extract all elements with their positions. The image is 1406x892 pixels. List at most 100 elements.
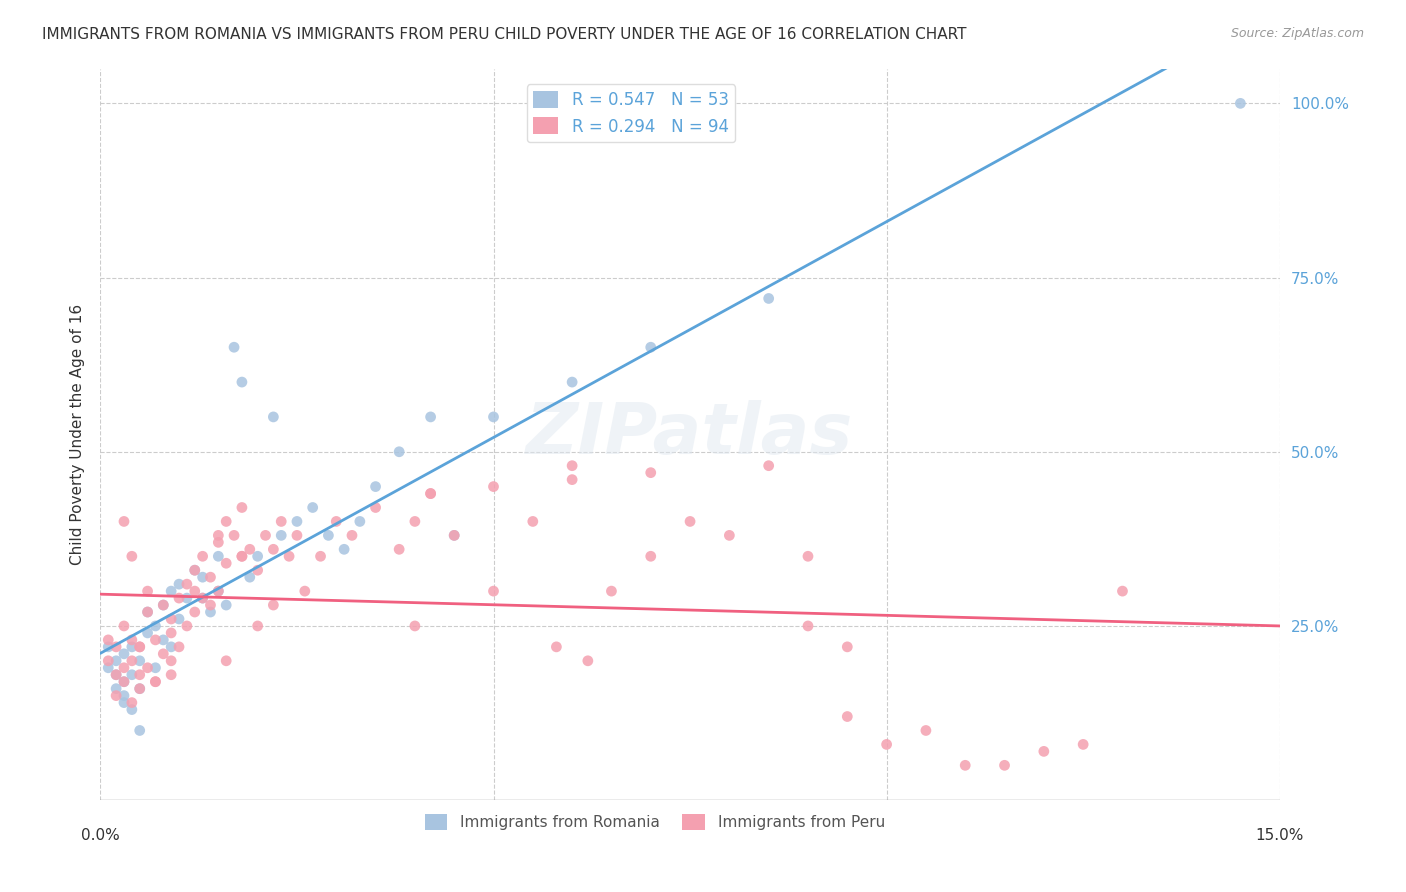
Point — [758, 292, 780, 306]
Point — [758, 458, 780, 473]
Point — [184, 584, 207, 599]
Point — [136, 584, 159, 599]
Point — [640, 340, 662, 354]
Point — [176, 577, 198, 591]
Point — [128, 654, 150, 668]
Point — [246, 563, 269, 577]
Point — [1032, 744, 1054, 758]
Point — [262, 409, 284, 424]
Point — [97, 640, 120, 654]
Point — [112, 696, 135, 710]
Point — [222, 340, 245, 354]
Point — [600, 584, 623, 599]
Point — [105, 667, 128, 681]
Point — [718, 528, 741, 542]
Point — [915, 723, 938, 738]
Text: Source: ZipAtlas.com: Source: ZipAtlas.com — [1230, 27, 1364, 40]
Point — [262, 598, 284, 612]
Point — [207, 549, 229, 564]
Text: ZIPatlas: ZIPatlas — [526, 400, 853, 469]
Point — [482, 480, 505, 494]
Point — [145, 632, 167, 647]
Point — [231, 500, 253, 515]
Point — [294, 584, 316, 599]
Point — [246, 549, 269, 564]
Point — [160, 626, 183, 640]
Point — [318, 528, 340, 542]
Point — [270, 528, 292, 542]
Point — [145, 674, 167, 689]
Point — [349, 515, 371, 529]
Point — [121, 632, 143, 647]
Point — [128, 681, 150, 696]
Point — [278, 549, 301, 564]
Point — [121, 654, 143, 668]
Point — [207, 528, 229, 542]
Point — [112, 647, 135, 661]
Point — [207, 584, 229, 599]
Point — [215, 556, 238, 570]
Point — [191, 591, 214, 605]
Point — [105, 689, 128, 703]
Point — [112, 674, 135, 689]
Point — [215, 598, 238, 612]
Point — [112, 689, 135, 703]
Point — [231, 549, 253, 564]
Point — [222, 528, 245, 542]
Point — [152, 647, 174, 661]
Point — [231, 375, 253, 389]
Point — [270, 515, 292, 529]
Legend: Immigrants from Romania, Immigrants from Peru: Immigrants from Romania, Immigrants from… — [419, 808, 891, 837]
Point — [200, 605, 222, 619]
Point — [128, 723, 150, 738]
Point — [128, 640, 150, 654]
Point — [184, 563, 207, 577]
Point — [105, 681, 128, 696]
Point — [285, 515, 308, 529]
Point — [145, 619, 167, 633]
Point — [200, 598, 222, 612]
Point — [388, 444, 411, 458]
Point — [388, 542, 411, 557]
Point — [184, 605, 207, 619]
Point — [340, 528, 363, 542]
Point — [364, 500, 387, 515]
Point — [121, 696, 143, 710]
Point — [145, 674, 167, 689]
Point — [309, 549, 332, 564]
Point — [482, 584, 505, 599]
Point — [561, 473, 583, 487]
Point — [160, 584, 183, 599]
Point — [128, 667, 150, 681]
Point — [333, 542, 356, 557]
Point — [254, 528, 277, 542]
Point — [325, 515, 347, 529]
Point — [231, 549, 253, 564]
Point — [876, 738, 898, 752]
Point — [184, 563, 207, 577]
Point — [191, 570, 214, 584]
Point — [443, 528, 465, 542]
Point — [121, 640, 143, 654]
Text: IMMIGRANTS FROM ROMANIA VS IMMIGRANTS FROM PERU CHILD POVERTY UNDER THE AGE OF 1: IMMIGRANTS FROM ROMANIA VS IMMIGRANTS FR… — [42, 27, 967, 42]
Point — [128, 681, 150, 696]
Point — [97, 661, 120, 675]
Point — [1111, 584, 1133, 599]
Point — [404, 515, 426, 529]
Point — [993, 758, 1015, 772]
Point — [112, 661, 135, 675]
Point — [167, 591, 190, 605]
Point — [112, 674, 135, 689]
Point — [207, 535, 229, 549]
Point — [301, 500, 323, 515]
Point — [97, 654, 120, 668]
Point — [955, 758, 977, 772]
Point — [443, 528, 465, 542]
Point — [246, 619, 269, 633]
Point — [105, 654, 128, 668]
Point — [404, 619, 426, 633]
Point — [176, 619, 198, 633]
Point — [419, 486, 441, 500]
Point — [105, 640, 128, 654]
Point — [797, 619, 820, 633]
